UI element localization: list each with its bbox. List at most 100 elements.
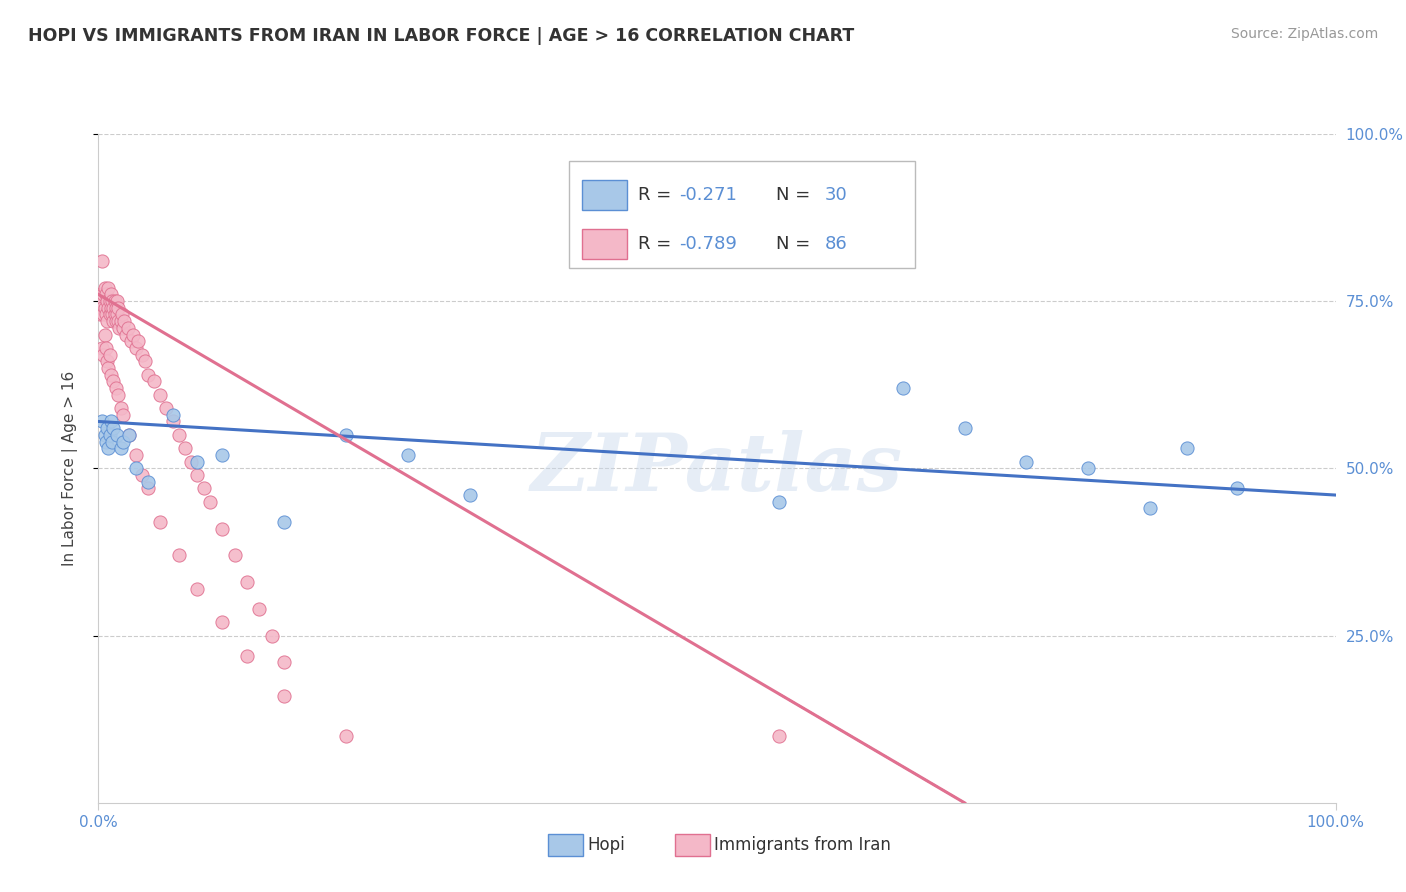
Text: -0.789: -0.789 (679, 235, 737, 253)
Point (224, 548, 246, 563)
Point (93, 287, 115, 301)
Point (98, 307, 121, 322)
Point (335, 729, 357, 743)
Point (105, 307, 128, 322)
Point (211, 615, 233, 630)
Point (100, 287, 122, 301)
Point (97, 301, 120, 315)
Point (97, 442, 120, 456)
Point (93, 301, 115, 315)
Point (891, 381, 914, 395)
Point (162, 415, 184, 429)
Point (167, 428, 190, 442)
Point (768, 494, 790, 508)
Point (93, 327, 115, 342)
Point (247, 602, 270, 616)
Point (89, 307, 111, 322)
Point (98, 294, 121, 309)
Point (101, 434, 124, 449)
Point (335, 428, 357, 442)
Point (97, 281, 120, 295)
Point (91, 301, 114, 315)
Text: ZIPatlas: ZIPatlas (531, 430, 903, 507)
Point (94, 341, 117, 355)
Point (103, 301, 125, 315)
Point (768, 729, 790, 743)
Point (111, 307, 134, 322)
Point (112, 321, 135, 335)
Point (114, 327, 136, 342)
Point (98, 428, 121, 442)
Point (198, 494, 221, 508)
Point (149, 515, 172, 529)
Point (162, 408, 184, 422)
Point (273, 655, 295, 669)
Point (105, 294, 128, 309)
Point (110, 314, 132, 328)
Point (953, 421, 976, 435)
Y-axis label: In Labor Force | Age > 16: In Labor Force | Age > 16 (62, 371, 77, 566)
Point (100, 301, 122, 315)
Point (149, 388, 172, 402)
Point (90, 287, 112, 301)
Point (101, 307, 124, 322)
Point (107, 388, 129, 402)
Point (104, 381, 127, 395)
Point (105, 428, 128, 442)
Text: -0.271: -0.271 (679, 186, 737, 203)
Text: R =: R = (638, 186, 676, 203)
Point (167, 548, 190, 563)
Point (143, 375, 166, 389)
Point (118, 428, 141, 442)
Point (94, 434, 117, 449)
Point (103, 421, 125, 435)
Point (103, 307, 125, 322)
Point (124, 341, 146, 355)
Point (91, 341, 114, 355)
Point (94, 307, 117, 322)
Point (93, 428, 115, 442)
Text: R =: R = (638, 235, 676, 253)
Point (1175, 442, 1198, 456)
Text: N =: N = (776, 186, 817, 203)
Text: HOPI VS IMMIGRANTS FROM IRAN IN LABOR FORCE | AGE > 16 CORRELATION CHART: HOPI VS IMMIGRANTS FROM IRAN IN LABOR FO… (28, 27, 855, 45)
Point (107, 301, 129, 315)
Point (134, 354, 156, 368)
Point (1015, 455, 1038, 469)
Point (1077, 461, 1099, 475)
Point (118, 428, 141, 442)
Point (174, 442, 197, 456)
Point (458, 488, 481, 502)
Point (117, 321, 139, 335)
Point (1139, 501, 1161, 516)
Point (91, 294, 114, 309)
Point (136, 368, 159, 382)
Point (91, 415, 114, 429)
Point (108, 321, 131, 335)
Point (93, 281, 115, 295)
Point (193, 482, 215, 496)
Point (96, 354, 118, 368)
Point (131, 348, 153, 362)
Point (211, 448, 233, 462)
Point (260, 628, 283, 642)
Point (186, 468, 208, 483)
Point (103, 314, 125, 328)
Point (186, 582, 208, 596)
Point (93, 348, 115, 362)
Text: Hopi: Hopi (588, 836, 626, 854)
Point (104, 301, 127, 315)
Point (110, 442, 132, 456)
Point (127, 334, 149, 349)
Point (103, 294, 125, 309)
Point (136, 475, 159, 489)
Point (1226, 482, 1249, 496)
Point (236, 575, 259, 590)
Point (124, 448, 146, 462)
Text: N =: N = (776, 235, 817, 253)
Text: Source: ZipAtlas.com: Source: ZipAtlas.com (1230, 27, 1378, 41)
Point (94, 287, 117, 301)
Point (103, 375, 125, 389)
Point (273, 689, 295, 703)
Point (100, 368, 122, 382)
